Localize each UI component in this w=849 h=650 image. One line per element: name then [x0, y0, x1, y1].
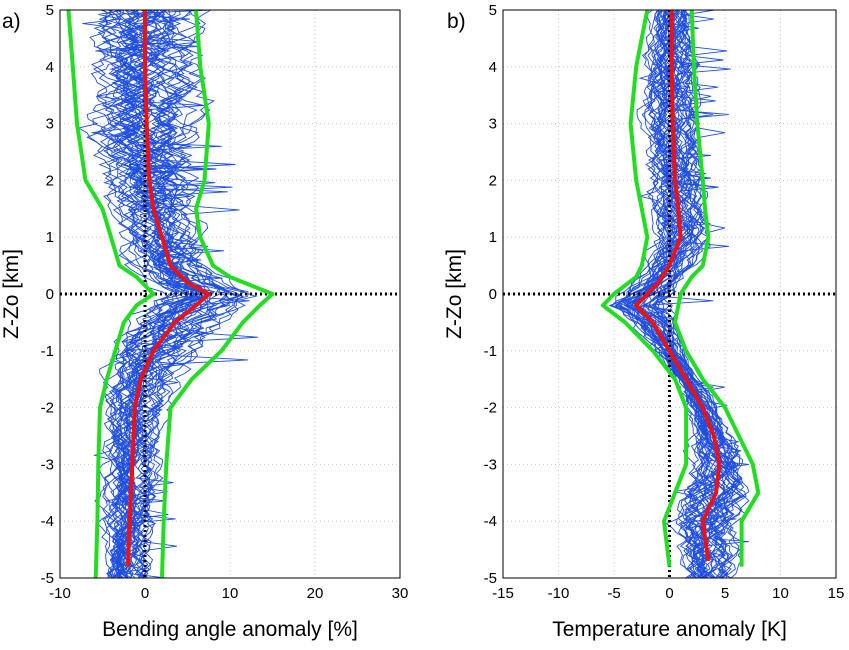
lower-bound-line — [600, 10, 689, 567]
plot-area — [503, 10, 836, 578]
y-tick-label: -3 — [484, 456, 497, 473]
x-tick-label: 20 — [307, 585, 324, 602]
y-tick-label: 3 — [489, 116, 497, 133]
x-tick-label: 15 — [828, 585, 845, 602]
mean-line — [126, 10, 211, 567]
plot-frame — [502, 9, 837, 579]
y-tick-label: 4 — [46, 59, 54, 76]
profile-line — [130, 10, 229, 578]
profile-line — [77, 10, 250, 578]
profile-line — [138, 10, 234, 578]
profile-line — [618, 10, 714, 578]
profile-line — [132, 10, 259, 578]
mean-line — [634, 10, 722, 562]
profile-line — [649, 10, 740, 578]
y-tick-label: 2 — [489, 172, 497, 189]
profile-line — [102, 10, 193, 578]
y-tick-label: -5 — [41, 570, 54, 587]
y-axis-title: Z-Zo [km] — [443, 249, 466, 339]
profile-line — [90, 10, 174, 578]
upper-bound-line — [673, 10, 761, 567]
profile-line — [113, 10, 207, 578]
panel-label: b) — [447, 10, 466, 33]
y-tick-label: 1 — [46, 229, 54, 246]
panel-label: a) — [2, 10, 21, 33]
y-tick-label: 0 — [489, 286, 497, 303]
y-tick-label: -4 — [41, 513, 54, 530]
y-tick-label: 5 — [489, 2, 497, 19]
upper-bound-line — [160, 10, 275, 578]
x-tick-label: -5 — [607, 585, 620, 602]
x-tick-label: -10 — [548, 585, 570, 602]
y-tick-label: 0 — [46, 286, 54, 303]
plot-area — [60, 10, 400, 578]
profile-line — [112, 10, 210, 578]
x-tick-label: 10 — [772, 585, 789, 602]
y-tick-label: 4 — [489, 59, 497, 76]
profile-line — [114, 10, 228, 578]
x-tick-label: -15 — [492, 585, 514, 602]
plot-frame — [59, 9, 401, 579]
profile-line — [614, 10, 708, 578]
y-tick-label: -1 — [484, 343, 497, 360]
y-tick-label: -1 — [41, 343, 54, 360]
y-tick-label: -5 — [484, 570, 497, 587]
x-tick-label: 0 — [141, 585, 149, 602]
y-tick-label: 3 — [46, 116, 54, 133]
y-tick-label: -4 — [484, 513, 497, 530]
x-tick-label: 0 — [665, 585, 673, 602]
x-tick-label: 30 — [392, 585, 409, 602]
x-axis-title: Bending angle anomaly [%] — [102, 618, 358, 641]
lower-bound-line — [66, 10, 156, 578]
chart-panel: -15 -10 -5 0 5 10 15-5-4-3-2-1012345Temperatur… — [443, 2, 844, 641]
y-tick-label: -2 — [41, 400, 54, 417]
x-tick-label: -10 — [49, 585, 71, 602]
y-tick-label: -3 — [41, 456, 54, 473]
profile-line — [127, 10, 249, 578]
x-tick-label: 10 — [222, 585, 239, 602]
profile-line — [92, 10, 178, 578]
x-axis-title: Temperature anomaly [K] — [552, 618, 787, 641]
profile-line — [135, 10, 246, 578]
y-tick-label: -2 — [484, 400, 497, 417]
y-tick-label: 1 — [489, 229, 497, 246]
y-tick-label: 2 — [46, 172, 54, 189]
profile-line — [102, 10, 202, 578]
x-tick-label: 5 — [721, 585, 729, 602]
y-axis-title: Z-Zo [km] — [0, 249, 23, 339]
y-tick-label: 5 — [46, 2, 54, 19]
